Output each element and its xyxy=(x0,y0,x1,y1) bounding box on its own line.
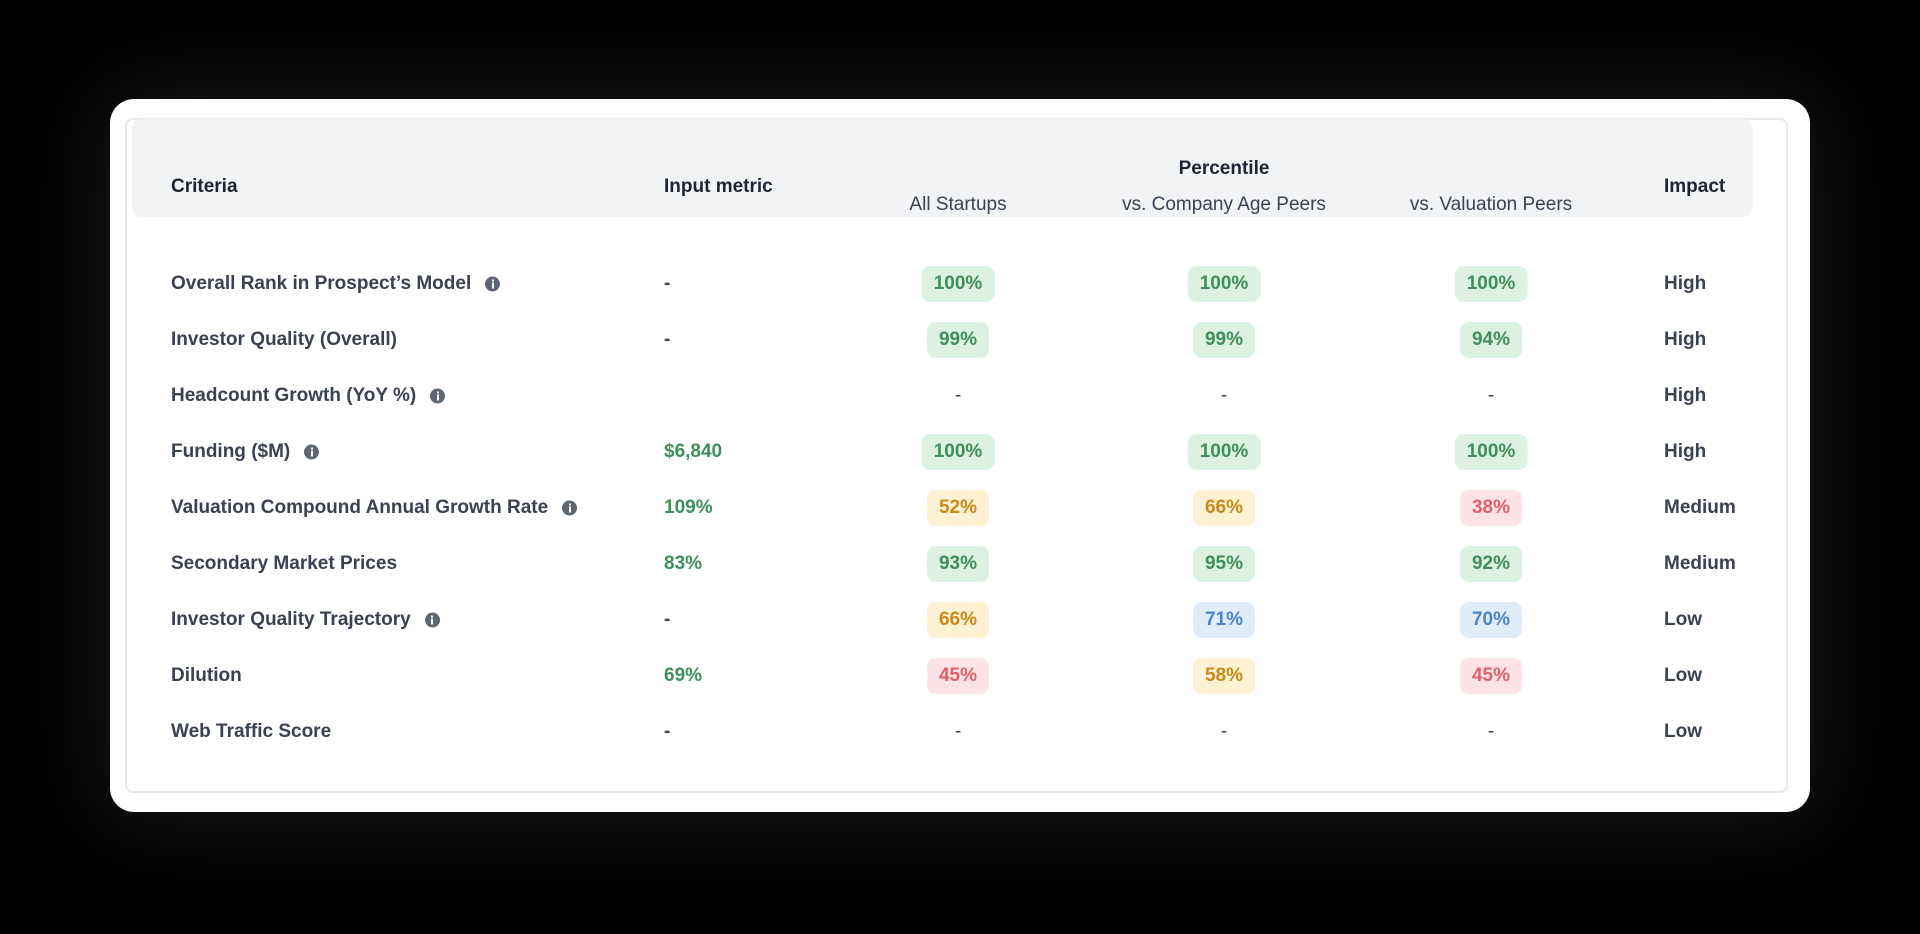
percentile-badge: 99% xyxy=(926,322,990,358)
percentile-badge: 99% xyxy=(1192,322,1256,358)
header-group: All Startups xyxy=(909,194,1007,215)
impact: Medium xyxy=(1664,553,1736,574)
percentile-badge: 38% xyxy=(1459,490,1523,526)
criteria: Overall Rank in Prospect’s Model xyxy=(171,273,472,294)
percentile: - xyxy=(1487,385,1495,406)
criteria: Valuation Compound Annual Growth Rate xyxy=(171,497,549,518)
header-group: vs. Valuation Peers xyxy=(1409,194,1573,215)
percentile-badge: 100% xyxy=(921,266,995,302)
percentile-badge: 100% xyxy=(1187,434,1261,470)
input-metric: - xyxy=(664,721,671,742)
percentile-badge: 95% xyxy=(1192,546,1256,582)
percentile-badge: 94% xyxy=(1459,322,1523,358)
input-metric: 69% xyxy=(664,665,703,686)
percentile-badge: 100% xyxy=(921,434,995,470)
impact: High xyxy=(1664,385,1707,406)
percentile-badge: 92% xyxy=(1459,546,1523,582)
input-metric: - xyxy=(664,273,671,294)
percentile: - xyxy=(1220,721,1228,742)
percentile: - xyxy=(954,385,962,406)
info-icon xyxy=(424,612,440,628)
percentile-badge: 100% xyxy=(1454,266,1528,302)
impact: Low xyxy=(1664,665,1702,686)
info-icon xyxy=(430,388,446,404)
input-metric: 109% xyxy=(664,497,713,518)
info-icon xyxy=(485,276,501,292)
header-input: Input metric xyxy=(664,176,773,197)
percentile-badge: 70% xyxy=(1459,602,1523,638)
percentile-badge: 66% xyxy=(1192,490,1256,526)
percentile-badge: 71% xyxy=(1192,602,1256,638)
header-percentile: Percentile xyxy=(1178,158,1270,179)
criteria: Secondary Market Prices xyxy=(171,553,398,574)
percentile: - xyxy=(1220,385,1228,406)
percentile-badge: 66% xyxy=(926,602,990,638)
header-group: vs. Company Age Peers xyxy=(1122,194,1326,215)
input-metric: - xyxy=(664,609,671,630)
percentile-badge: 100% xyxy=(1187,266,1261,302)
header-impact: Impact xyxy=(1664,176,1726,197)
criteria: Dilution xyxy=(171,665,242,686)
input-metric: 83% xyxy=(664,553,703,574)
impact: Low xyxy=(1664,609,1702,630)
impact: High xyxy=(1664,441,1707,462)
impact: Medium xyxy=(1664,497,1736,518)
info-icon xyxy=(304,444,320,460)
percentile-badge: 45% xyxy=(926,658,990,694)
percentile-badge: 100% xyxy=(1454,434,1528,470)
percentile: - xyxy=(954,721,962,742)
impact: High xyxy=(1664,329,1707,350)
criteria: Funding ($M) xyxy=(171,441,291,462)
criteria: Investor Quality Trajectory xyxy=(171,609,411,630)
percentile-badge: 93% xyxy=(926,546,990,582)
impact: Low xyxy=(1664,721,1702,742)
header-criteria: Criteria xyxy=(171,176,238,197)
percentile-badge: 58% xyxy=(1192,658,1256,694)
percentile-badge: 52% xyxy=(926,490,990,526)
table-header xyxy=(132,119,1753,217)
impact: High xyxy=(1664,273,1707,294)
criteria: Web Traffic Score xyxy=(171,721,332,742)
percentile-badge: 45% xyxy=(1459,658,1523,694)
criteria: Investor Quality (Overall) xyxy=(171,329,397,350)
card: Criteria Input metric Percentile All Startu… xyxy=(110,99,1810,812)
input-metric: $6,840 xyxy=(664,441,723,462)
info-icon xyxy=(562,500,578,516)
percentile: - xyxy=(1487,721,1495,742)
criteria: Headcount Growth (YoY %) xyxy=(171,385,417,406)
input-metric: - xyxy=(664,329,671,350)
